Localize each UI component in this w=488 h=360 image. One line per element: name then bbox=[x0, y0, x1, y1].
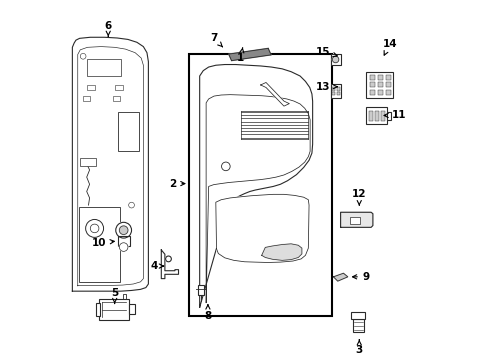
Bar bbox=[369, 90, 375, 95]
Bar bbox=[112, 96, 120, 101]
Bar bbox=[366, 107, 386, 125]
Circle shape bbox=[332, 56, 338, 63]
Bar bbox=[386, 112, 390, 120]
Bar bbox=[80, 158, 96, 166]
Circle shape bbox=[128, 202, 134, 208]
Bar bbox=[352, 319, 363, 332]
Text: 9: 9 bbox=[352, 272, 369, 282]
Bar bbox=[198, 285, 204, 296]
Bar bbox=[83, 96, 90, 101]
Bar bbox=[366, 72, 392, 98]
Polygon shape bbox=[72, 37, 148, 291]
Bar bbox=[118, 112, 139, 151]
Bar bbox=[188, 54, 332, 316]
Text: 13: 13 bbox=[316, 82, 337, 92]
Bar bbox=[351, 312, 364, 319]
Text: 6: 6 bbox=[104, 21, 112, 36]
Polygon shape bbox=[260, 82, 289, 106]
Bar bbox=[128, 305, 135, 315]
Bar bbox=[385, 82, 390, 87]
Text: 14: 14 bbox=[382, 39, 396, 55]
Polygon shape bbox=[228, 48, 270, 60]
Bar bbox=[369, 82, 375, 87]
Circle shape bbox=[90, 224, 99, 233]
Bar bbox=[86, 59, 121, 76]
Text: 1: 1 bbox=[237, 48, 244, 63]
Circle shape bbox=[221, 162, 230, 171]
Bar bbox=[331, 92, 335, 95]
Bar bbox=[79, 207, 120, 282]
Bar bbox=[331, 87, 335, 91]
Bar bbox=[87, 85, 94, 90]
Text: 11: 11 bbox=[383, 111, 405, 121]
Bar bbox=[349, 217, 360, 224]
Text: 4: 4 bbox=[150, 261, 163, 271]
Polygon shape bbox=[340, 212, 372, 227]
Circle shape bbox=[80, 53, 86, 59]
Bar bbox=[96, 303, 100, 316]
Polygon shape bbox=[261, 244, 301, 260]
Bar bbox=[368, 111, 372, 121]
Circle shape bbox=[116, 222, 131, 238]
Text: 7: 7 bbox=[210, 33, 222, 47]
Bar bbox=[380, 111, 384, 121]
Polygon shape bbox=[215, 194, 308, 262]
Bar bbox=[336, 87, 339, 91]
Bar bbox=[336, 92, 339, 95]
Polygon shape bbox=[333, 273, 347, 281]
Bar bbox=[385, 90, 390, 95]
Bar bbox=[377, 90, 383, 95]
Bar bbox=[377, 75, 383, 80]
Text: 2: 2 bbox=[169, 179, 184, 189]
Text: 10: 10 bbox=[92, 238, 114, 248]
Text: 3: 3 bbox=[355, 340, 362, 355]
Text: 15: 15 bbox=[316, 46, 337, 57]
Bar bbox=[385, 75, 390, 80]
Bar bbox=[99, 299, 128, 320]
Bar bbox=[369, 75, 375, 80]
Text: 8: 8 bbox=[204, 305, 211, 321]
Circle shape bbox=[165, 256, 171, 262]
Bar bbox=[330, 84, 341, 98]
Circle shape bbox=[119, 243, 128, 251]
Bar bbox=[115, 85, 122, 90]
Bar bbox=[118, 235, 129, 246]
Polygon shape bbox=[161, 250, 178, 279]
Bar bbox=[330, 54, 340, 64]
Circle shape bbox=[85, 220, 103, 237]
Bar bbox=[377, 82, 383, 87]
Text: 12: 12 bbox=[351, 189, 366, 205]
Polygon shape bbox=[199, 64, 312, 307]
Bar bbox=[374, 111, 378, 121]
Text: 5: 5 bbox=[111, 288, 118, 303]
Circle shape bbox=[119, 226, 128, 234]
